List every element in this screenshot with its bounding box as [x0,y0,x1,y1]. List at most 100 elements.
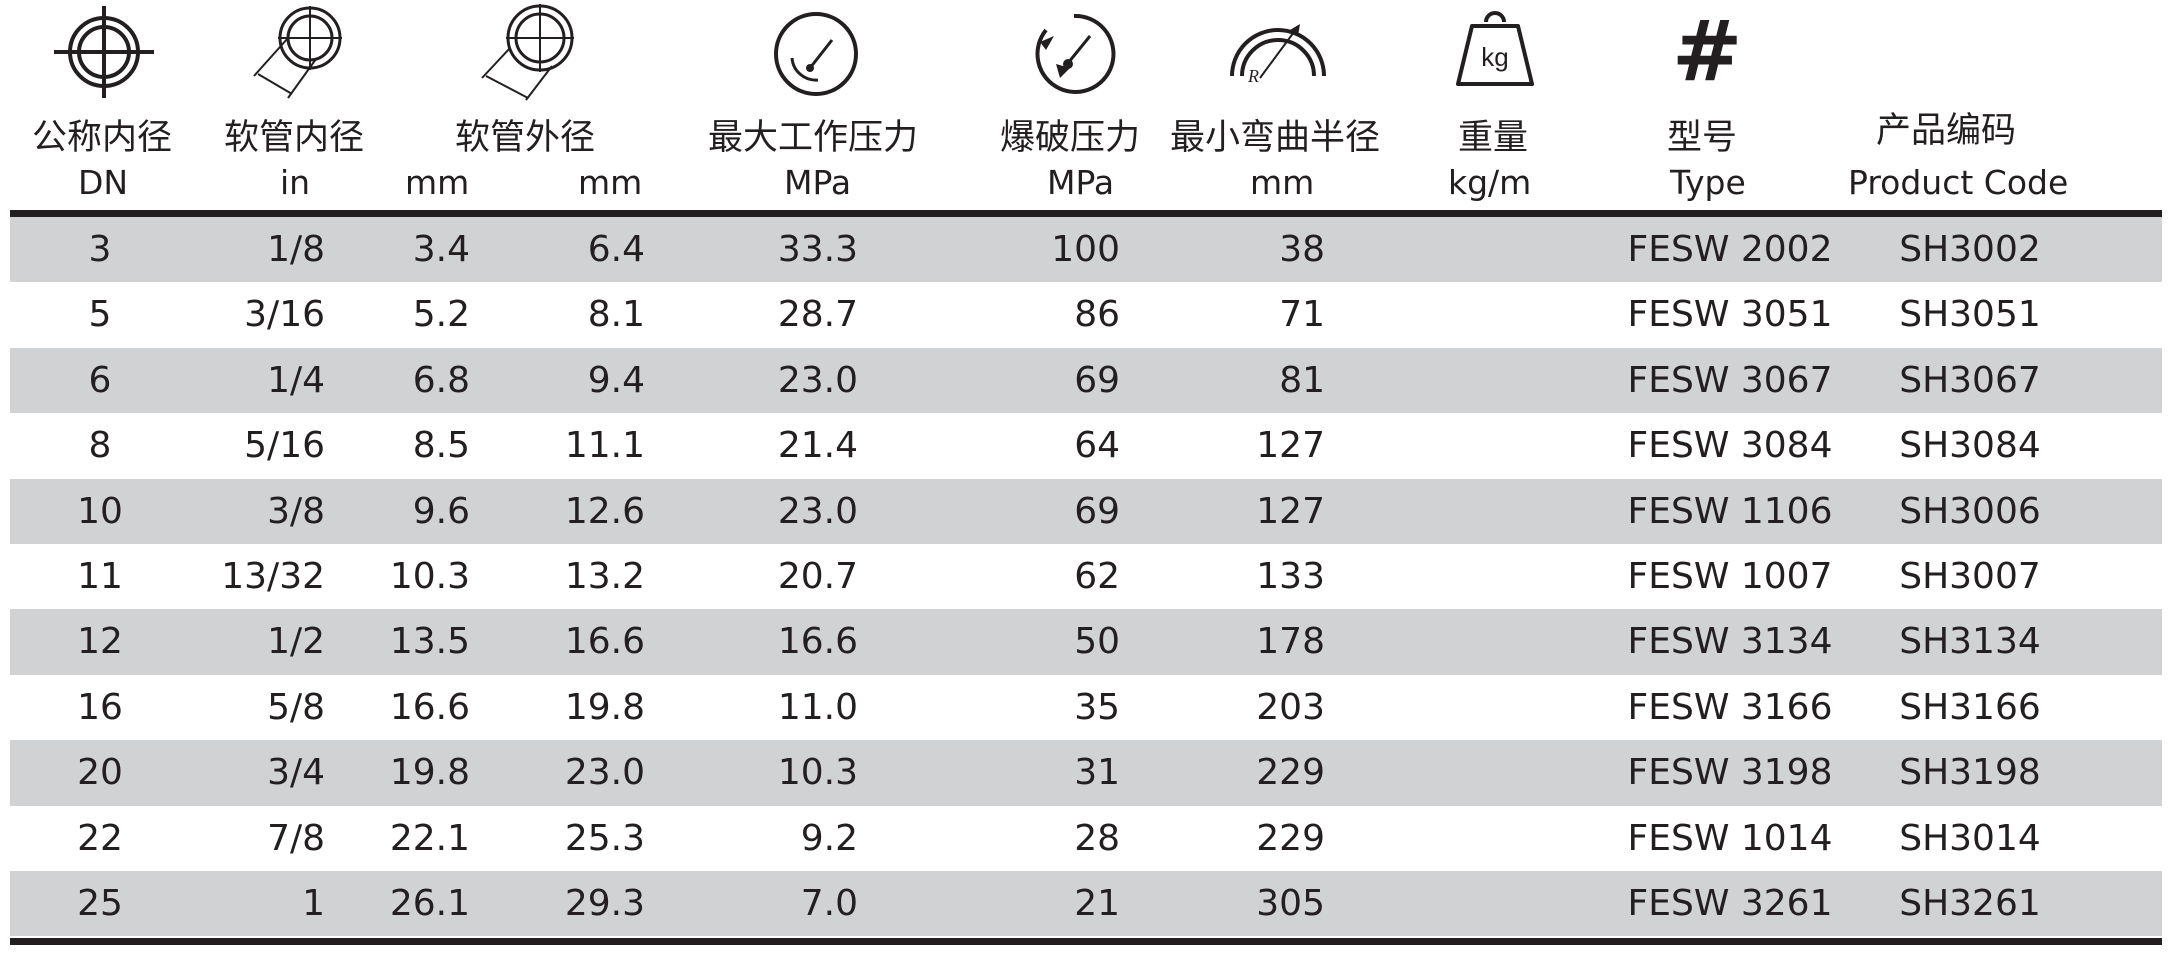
header-product-code-label: 产品编码 [1876,111,2017,151]
header-weight-unit: kg/m [1448,163,1532,202]
cell-id-in: 3/4 [267,752,325,794]
header-dn-label: 公称内径 [32,118,173,158]
table-row: 16 5/8 16.6 19.8 11.0 35 203 FESW 3166 SH3166 [10,675,2162,740]
cell-burst-pressure: 62 [1074,555,1120,597]
cell-id-in: 3/16 [244,294,325,336]
cell-dn: 22 [77,817,123,859]
cell-id-in: 13/32 [221,555,325,597]
cell-working-pressure: 28.7 [777,294,858,336]
bottom-rule [10,938,2162,945]
cell-bend-radius: 229 [1256,752,1325,794]
cell-weight [1430,217,1580,282]
cell-id-mm: 8.5 [412,425,470,467]
cell-id-in: 1/2 [267,621,325,663]
cell-id-in: 1/8 [267,229,325,270]
cell-id-in: 7/8 [267,817,325,859]
cell-bend-radius: 127 [1256,425,1325,467]
cell-bend-radius: 71 [1279,294,1325,336]
header-weight-label: 重量 [1458,118,1529,158]
cell-working-pressure: 11.0 [777,686,858,728]
cell-id-in: 1/4 [267,359,325,401]
cell-od-mm: 6.4 [587,229,645,270]
cell-burst-pressure: 31 [1074,752,1120,794]
cell-id-mm: 3.4 [412,229,470,270]
burst-gauge-icon [1026,6,1122,102]
cell-type: FESW 1014 [1627,817,1833,859]
cell-od-mm: 8.1 [587,294,645,336]
header-burst-pressure-unit: MPa [1047,163,1115,202]
cell-id-mm: 22.1 [389,817,470,859]
cell-bend-radius: 133 [1256,555,1325,597]
svg-text:R: R [1247,66,1259,86]
cell-bend-radius: 305 [1256,882,1325,924]
header-product-code-unit: Product Code [1848,163,2069,202]
cell-od-mm: 23.0 [564,752,645,794]
cell-working-pressure: 9.2 [800,817,858,859]
cell-weight [1430,479,1580,544]
cell-id-mm: 26.1 [389,882,470,924]
cell-type: FESW 3067 [1627,359,1833,401]
cell-od-mm: 25.3 [564,817,645,859]
cell-bend-radius: 203 [1256,686,1325,728]
cell-burst-pressure: 64 [1074,425,1120,467]
cell-od-mm: 11.1 [564,425,645,467]
cell-dn: 11 [77,555,123,597]
cell-weight [1430,413,1580,478]
cell-working-pressure: 10.3 [777,752,858,794]
table-row: 22 7/8 22.1 25.3 9.2 28 229 FESW 1014 SH3014 [10,806,2162,871]
cell-type: FESW 1106 [1627,490,1833,532]
cell-burst-pressure: 100 [1051,229,1120,270]
cell-id-mm: 13.5 [389,621,470,663]
cell-weight [1430,609,1580,674]
table-row: 20 3/4 19.8 23.0 10.3 31 229 FESW 3198 SH3198 [10,740,2162,806]
cell-product-code: SH3002 [1899,229,2041,270]
cell-bend-radius: 127 [1256,490,1325,532]
cell-burst-pressure: 50 [1074,621,1120,663]
cell-product-code: SH3261 [1899,882,2041,924]
cell-burst-pressure: 86 [1074,294,1120,336]
cell-bend-radius: 229 [1256,817,1325,859]
cell-od-mm: 19.8 [564,686,645,728]
cell-dn: 12 [77,621,123,663]
header-hose-id-label: 软管内径 [224,118,365,158]
pressure-gauge-icon [770,8,862,100]
cell-dn: 16 [77,686,123,728]
cell-od-mm: 13.2 [564,555,645,597]
cell-od-mm: 9.4 [587,359,645,401]
table-row: 11 13/32 10.3 13.2 20.7 62 133 FESW 1007 SH3007 [10,544,2162,609]
header-type-label: 型号 [1667,118,1738,158]
cell-type: FESW 3198 [1627,752,1833,794]
cell-dn: 20 [77,752,123,794]
cell-dn: 5 [88,294,112,336]
cell-bend-radius: 81 [1279,359,1325,401]
weight-icon-text: kg [1481,42,1508,72]
cell-burst-pressure: 69 [1074,359,1120,401]
cell-type: FESW 3166 [1627,686,1833,728]
cell-weight [1430,282,1580,347]
cell-id-mm: 9.6 [412,490,470,532]
header-hose-od-label: 软管外径 [455,118,596,158]
cell-product-code: SH3067 [1899,359,2041,401]
header-bend-radius-label: 最小弯曲半径 [1170,118,1381,158]
cell-type: FESW 3084 [1627,425,1833,467]
header-working-pressure-label: 最大工作压力 [708,118,919,158]
cell-type: FESW 3261 [1627,882,1833,924]
cell-burst-pressure: 28 [1074,817,1120,859]
cell-id-mm: 19.8 [389,752,470,794]
cell-burst-pressure: 35 [1074,686,1120,728]
table-row: 6 1/4 6.8 9.4 23.0 69 81 FESW 3067 SH3067 [10,347,2162,414]
cell-working-pressure: 23.0 [777,490,858,532]
cell-type: FESW 1007 [1627,555,1833,597]
table-row: 5 3/16 5.2 8.1 28.7 86 71 FESW 3051 SH3051 [10,282,2162,347]
cell-type: FESW 2002 [1627,229,1833,270]
cell-product-code: SH3014 [1899,817,2041,859]
nominal-diameter-icon [52,4,156,100]
cell-product-code: SH3134 [1899,621,2041,663]
cell-type: FESW 3134 [1627,621,1833,663]
cell-id-mm: 5.2 [412,294,470,336]
cell-dn: 10 [77,490,123,532]
cell-product-code: SH3006 [1899,490,2041,532]
cell-product-code: SH3166 [1899,686,2041,728]
cell-id-in: 1 [302,882,325,924]
weight-icon: kg [1450,6,1540,90]
